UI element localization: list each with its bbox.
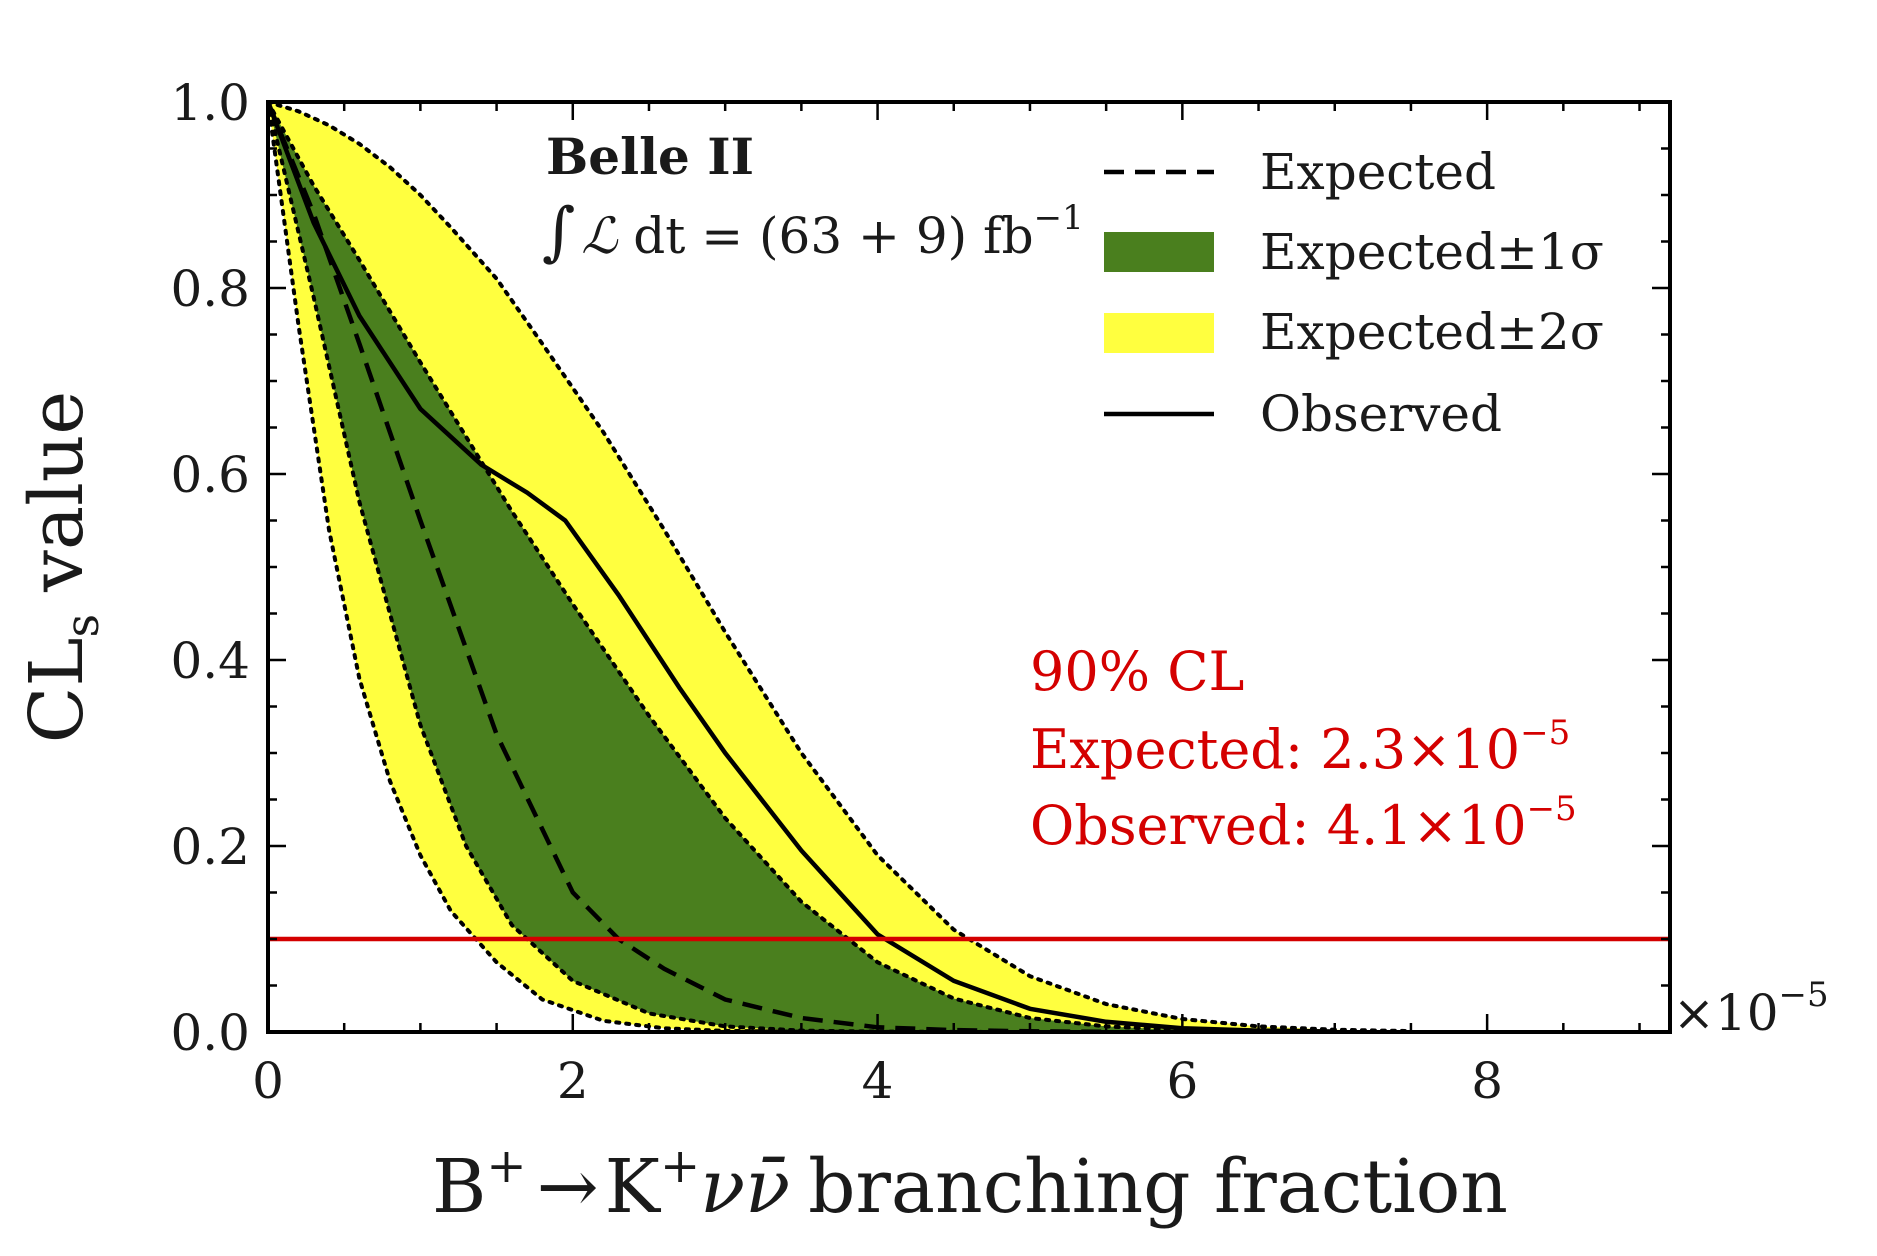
x-tick-label: 4	[862, 1052, 894, 1110]
cl-title: 90% CL	[1030, 640, 1244, 703]
y-tick-label: 0.6	[170, 446, 250, 504]
legend-2sigma-swatch	[1104, 313, 1214, 353]
observed-line	[268, 102, 1335, 1032]
expected-1sigma-band	[268, 102, 1259, 1032]
expected-line	[268, 102, 1107, 1032]
y-tick-label: 0.2	[170, 818, 250, 876]
legend-2sigma-label: Expected±2σ	[1260, 303, 1604, 361]
legend-expected-label: Expected	[1260, 143, 1496, 201]
observed-limit-text: Observed: 4.1×10−5	[1030, 789, 1577, 857]
y-tick-label: 0.4	[170, 632, 250, 690]
experiment-label: Belle II	[546, 127, 754, 186]
y-tick-label: 0.8	[170, 260, 250, 318]
legend: Expected Expected±1σ Expected±2σ Observe…	[1104, 143, 1604, 443]
axis-ticks	[266, 100, 1670, 1034]
x-tick-label: 8	[1471, 1052, 1503, 1110]
expected-2sigma-upper-edge	[268, 102, 1413, 1032]
x-multiplier: ×10−5	[1673, 975, 1829, 1042]
x-tick-label: 0	[252, 1052, 284, 1110]
x-tick-label: 6	[1166, 1052, 1198, 1110]
x-tick-labels: 0 2 4 6 8	[252, 1052, 1503, 1110]
y-tick-label: 0.0	[170, 1004, 250, 1062]
plot-area	[268, 102, 1670, 1032]
expected-limit-text: Expected: 2.3×10−5	[1030, 713, 1570, 781]
luminosity-label: ∫ ℒ dt = (63 + 9) fb−1	[542, 195, 1084, 269]
cl-result-annotation: 90% CL Expected: 2.3×10−5 Observed: 4.1×…	[1030, 640, 1577, 857]
y-axis-title: CLsvalue	[14, 391, 109, 743]
legend-1sigma-label: Expected±1σ	[1260, 223, 1604, 281]
x-tick-label: 2	[557, 1052, 589, 1110]
y-tick-label: 1.0	[170, 74, 250, 132]
x-axis-title: B+ →K+νν̄ branching fraction	[432, 1138, 1508, 1230]
expected-1sigma-upper-edge	[268, 102, 1261, 1032]
legend-1sigma-swatch	[1104, 232, 1214, 272]
y-tick-labels: 0.0 0.2 0.4 0.6 0.8 1.0	[170, 74, 250, 1062]
expected-2sigma-lower-edge	[268, 102, 1413, 1032]
legend-observed-label: Observed	[1260, 385, 1502, 443]
